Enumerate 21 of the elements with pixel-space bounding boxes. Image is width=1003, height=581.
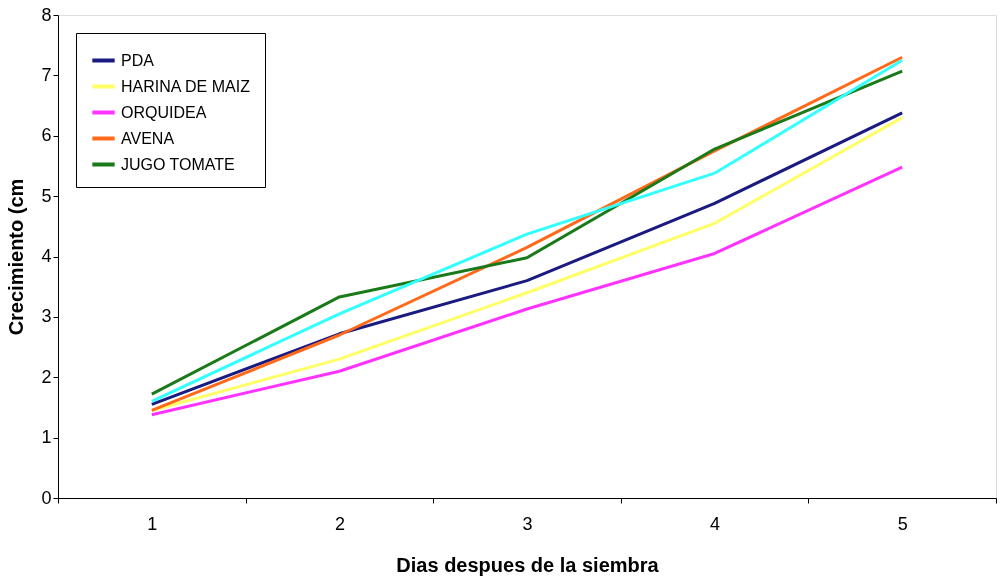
y-tick-label: 7 bbox=[41, 64, 52, 85]
y-tick-label: 3 bbox=[41, 306, 52, 327]
y-tick-label: 2 bbox=[41, 366, 52, 387]
y-tick-label: 6 bbox=[41, 125, 52, 146]
legend-label: JUGO TOMATE bbox=[121, 155, 235, 173]
x-tick-label: 3 bbox=[522, 513, 533, 534]
x-tick-label: 4 bbox=[710, 513, 721, 534]
y-tick-label: 0 bbox=[41, 487, 52, 508]
y-tick-label: 5 bbox=[41, 185, 52, 206]
y-axis-title: Crecimiento (cm bbox=[5, 178, 28, 336]
x-axis-title: Dias despues de la siembra bbox=[396, 553, 660, 576]
y-tick-label: 1 bbox=[41, 427, 52, 448]
y-tick-label: 8 bbox=[41, 4, 52, 25]
legend-label: ORQUIDEA bbox=[121, 103, 207, 121]
x-tick-label: 2 bbox=[334, 513, 345, 534]
legend-label: AVENA bbox=[121, 129, 175, 147]
legend-label: HARINA DE MAIZ bbox=[121, 77, 251, 95]
x-tick-label: 5 bbox=[897, 513, 908, 534]
y-tick-label: 4 bbox=[41, 246, 52, 266]
legend-label: PDA bbox=[121, 51, 155, 69]
x-tick-label: 1 bbox=[147, 513, 158, 534]
